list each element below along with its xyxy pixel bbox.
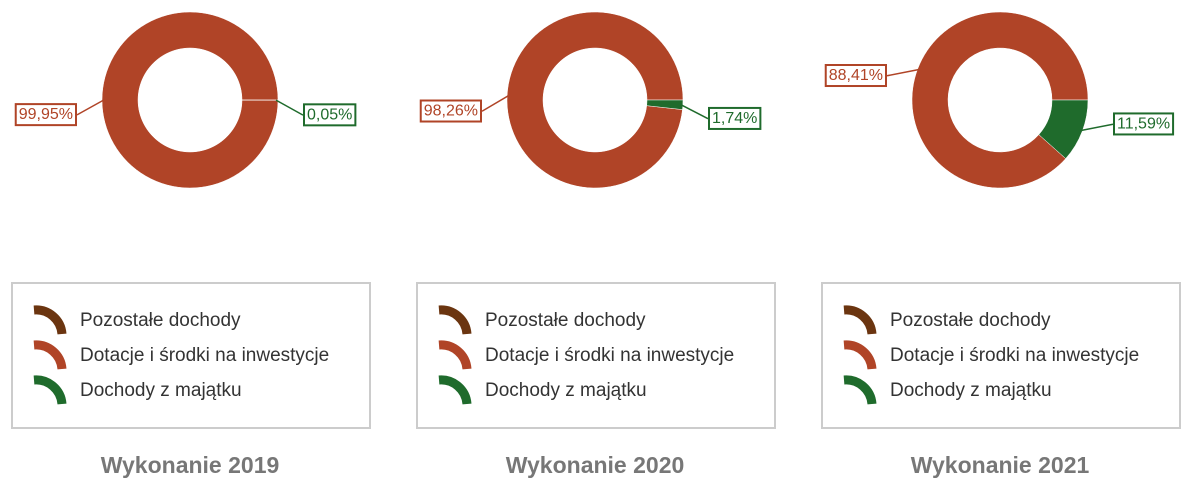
leader-line xyxy=(76,99,105,116)
value-label: 11,59% xyxy=(1117,115,1170,132)
legend-label: Dotacje i środki na inwestycje xyxy=(80,345,329,366)
value-label: 1,74% xyxy=(712,110,757,127)
slice xyxy=(911,11,1089,189)
value-label-box xyxy=(303,103,357,127)
legend-label: Pozostałe dochody xyxy=(80,310,241,331)
chart-title: Wykonanie 2021 xyxy=(911,452,1090,478)
chart-title: Wykonanie 2019 xyxy=(101,452,280,478)
legend-label: Dotacje i środki na inwestycje xyxy=(890,345,1139,366)
legend-icon xyxy=(438,340,472,370)
leader-line xyxy=(481,94,510,112)
value-label: 0,05% xyxy=(307,106,352,123)
leader-line xyxy=(275,99,304,116)
legend-label: Dotacje i środki na inwestycje xyxy=(485,345,734,366)
legend-icon xyxy=(843,375,877,405)
value-label-box xyxy=(708,106,762,130)
legend-icon xyxy=(843,340,877,370)
legend-icon xyxy=(843,305,877,335)
value-label-box xyxy=(1113,112,1175,136)
legend-label: Pozostałe dochody xyxy=(890,310,1051,331)
legend-label: Dochody z majątku xyxy=(485,380,647,401)
value-label-box xyxy=(419,99,482,123)
slice xyxy=(506,11,684,189)
leader-line xyxy=(680,104,709,120)
legend-icon xyxy=(33,375,67,405)
legend-box xyxy=(416,282,776,429)
chart: 88,41% 11,59% Pozostałe dochody Dotacje i ś… xyxy=(821,11,1181,478)
chart-title: Wykonanie 2020 xyxy=(506,452,685,478)
legend-icon xyxy=(438,375,472,405)
slice xyxy=(101,11,279,189)
leader-line xyxy=(886,68,920,77)
value-label-box xyxy=(824,64,887,88)
value-label: 98,26% xyxy=(424,103,478,120)
legend-icon xyxy=(438,305,472,335)
legend-box xyxy=(821,282,1181,429)
leader-line xyxy=(1080,123,1114,132)
legend-icon xyxy=(33,305,67,335)
value-label-box xyxy=(14,103,77,127)
chart: 98,26% 1,74% Pozostałe dochody Dotacje i śr… xyxy=(416,11,776,478)
value-label: 99,95% xyxy=(19,106,73,123)
slice xyxy=(1038,99,1089,159)
legend-box xyxy=(11,282,371,429)
legend-icon xyxy=(33,340,67,370)
legend-label: Dochody z majątku xyxy=(890,380,1052,401)
chart: 99,95% 0,05% Pozostałe dochody Dotacje i śr… xyxy=(11,11,371,478)
legend-label: Pozostałe dochody xyxy=(485,310,646,331)
legend-label: Dochody z majątku xyxy=(80,380,242,401)
value-label: 88,41% xyxy=(829,67,883,84)
